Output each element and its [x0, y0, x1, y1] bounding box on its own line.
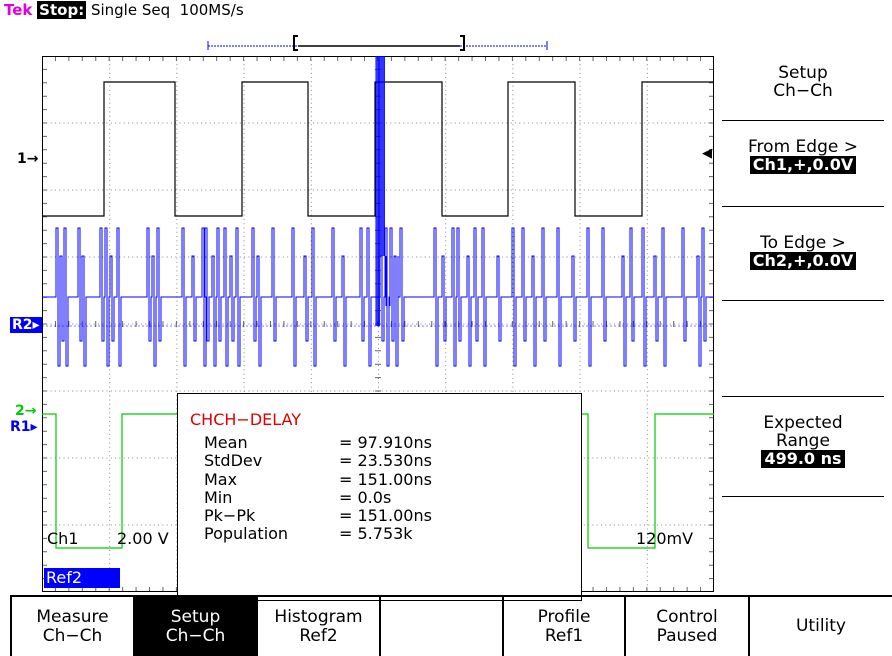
- from-edge-value: Ch1,+,0.0V: [749, 156, 857, 174]
- histogram-ref2-button[interactable]: Histogram Ref2: [256, 597, 379, 656]
- ref2-marker: R2▸: [10, 317, 42, 333]
- measurement-readout: CHCH−DELAY Mean = 97.910ns StdDev = 23.530…: [177, 393, 582, 601]
- stat-row-pkpk: Pk−Pk = 151.00ns: [204, 506, 432, 525]
- ch2-marker: 2→: [15, 403, 37, 419]
- side-divider: [722, 496, 884, 497]
- bottom-sublabel: Ref1: [544, 625, 584, 646]
- stat-row-max: Max = 151.00ns: [204, 470, 432, 489]
- bottom-sublabel: Ch−Ch: [165, 625, 226, 646]
- bottom-sublabel: Paused: [656, 625, 718, 646]
- control-paused-button[interactable]: Control Paused: [624, 597, 748, 656]
- trigger-level-icon: ◀: [702, 146, 712, 161]
- side-divider: [722, 120, 884, 121]
- ch2-scale: 120mV: [636, 529, 694, 548]
- bottom-label: Histogram: [274, 606, 363, 627]
- stat-value: = 0.0s: [339, 488, 392, 507]
- stat-value: = 151.00ns: [339, 506, 432, 525]
- acq-state: Stop:: [37, 1, 87, 19]
- status-line: Tek Stop: Single Seq 100MS/s: [4, 0, 244, 20]
- stat-row-population: Population = 5.753k: [204, 524, 413, 543]
- bottom-label: Control: [656, 606, 718, 627]
- side-setup-button[interactable]: Setup Ch−Ch: [714, 64, 892, 112]
- measurement-title: CHCH−DELAY: [190, 410, 301, 429]
- stat-label: StdDev: [204, 451, 263, 470]
- setup-chch-button[interactable]: Setup Ch−Ch: [133, 597, 256, 656]
- side-menu: Setup Ch−Ch From Edge > Ch1,+,0.0V To Ed…: [714, 56, 892, 592]
- side-divider: [722, 206, 884, 207]
- stat-label: Population: [204, 524, 289, 543]
- bottom-sublabel: Ch−Ch: [42, 625, 103, 646]
- bottom-sublabel: Ref2: [299, 625, 338, 646]
- range-label: Range: [776, 431, 830, 451]
- side-setup-line1: Setup: [778, 63, 828, 83]
- ch1-readout: Ch1 2.00 V: [47, 529, 169, 548]
- acq-mode: Single Seq: [90, 1, 171, 19]
- profile-ref1-button[interactable]: Profile Ref1: [502, 597, 624, 656]
- from-edge-button[interactable]: From Edge > Ch1,+,0.0V: [714, 138, 892, 186]
- bottom-label: Measure: [36, 606, 109, 627]
- stat-label: Max: [204, 470, 238, 489]
- ref2-readout: Ref2: [44, 568, 120, 588]
- to-edge-button[interactable]: To Edge > Ch2,+,0.0V: [714, 234, 892, 282]
- expected-range-button[interactable]: Expected Range 499.0 ns: [714, 414, 892, 484]
- bottom-menu: Measure Ch−Ch Setup Ch−Ch Histogram Ref2…: [10, 595, 892, 656]
- stat-label: Mean: [204, 433, 248, 452]
- stat-row-min: Min = 0.0s: [204, 488, 391, 507]
- to-edge-value: Ch2,+,0.0V: [749, 252, 857, 270]
- side-divider: [722, 396, 884, 397]
- expected-range-value: 499.0 ns: [761, 450, 845, 468]
- stat-value: = 23.530ns: [339, 451, 432, 470]
- stat-value: = 97.910ns: [339, 433, 432, 452]
- bottom-label: Profile: [537, 606, 591, 627]
- measure-chch-button[interactable]: Measure Ch−Ch: [10, 597, 133, 656]
- stat-value: = 5.753k: [339, 524, 413, 543]
- stat-row-mean: Mean = 97.910ns: [204, 433, 432, 452]
- brand-label: Tek: [4, 1, 33, 19]
- stat-label: Min: [204, 488, 233, 507]
- stat-value: = 151.00ns: [339, 470, 432, 489]
- stat-row-stddev: StdDev = 23.530ns: [204, 451, 432, 470]
- waveform-traces: [42, 56, 714, 549]
- ref1-marker: R1▸: [10, 419, 38, 435]
- utility-button[interactable]: Utility: [748, 597, 892, 656]
- to-edge-label: To Edge >: [760, 233, 846, 253]
- ch1-marker: 1→: [17, 151, 39, 167]
- blank-menu-button[interactable]: [379, 597, 502, 656]
- stat-label: Pk−Pk: [204, 506, 256, 525]
- ch1-scale: 2.00 V: [117, 529, 169, 548]
- expected-label: Expected: [763, 413, 843, 433]
- side-divider: [722, 300, 884, 301]
- bottom-label: Utility: [795, 616, 846, 636]
- bottom-label: Setup: [170, 606, 221, 627]
- side-setup-line2: Ch−Ch: [773, 81, 833, 101]
- ch1-name: Ch1: [47, 529, 79, 548]
- record-view-bar: [207, 35, 548, 51]
- sample-rate: 100MS/s: [179, 1, 244, 19]
- from-edge-label: From Edge >: [748, 137, 858, 157]
